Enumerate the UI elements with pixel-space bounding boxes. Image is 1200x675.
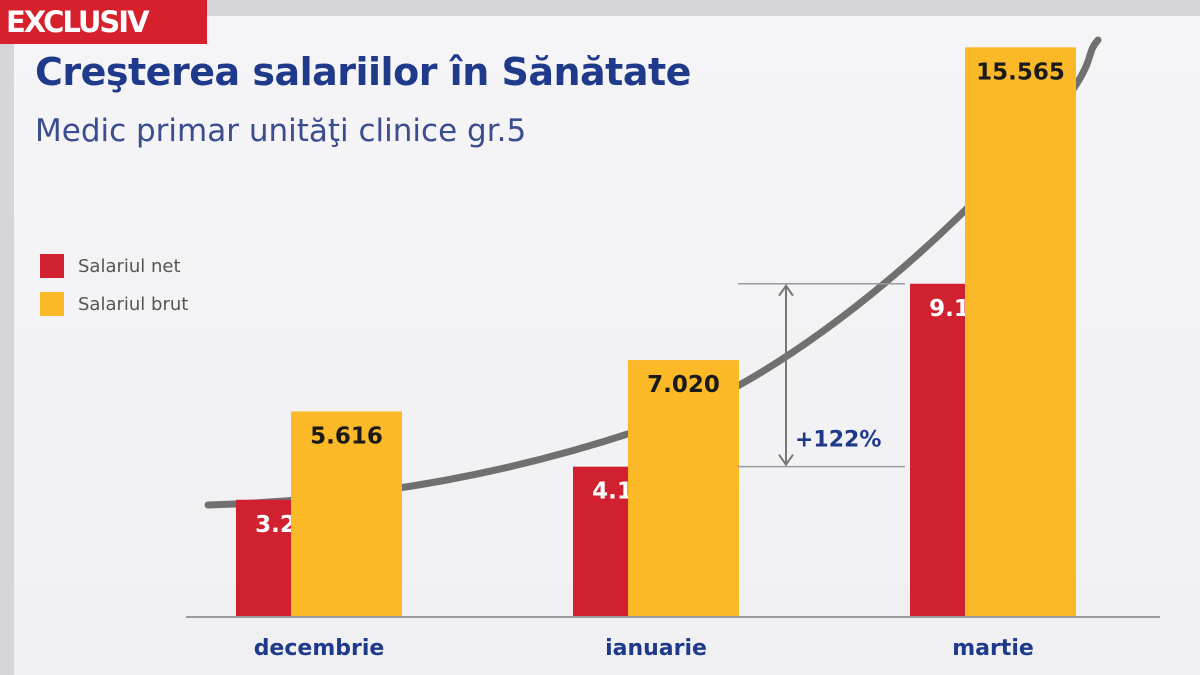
- value-label-brut-0: 5.616: [310, 423, 383, 449]
- legend-item-brut: Salariul brut: [40, 285, 188, 323]
- legend-item-net: Salariul net: [40, 247, 188, 285]
- legend-swatch-brut: [40, 292, 64, 316]
- annotation-label: +122%: [795, 428, 881, 453]
- category-label-1: ianuarie: [605, 636, 707, 661]
- bar-brut-1: [628, 360, 739, 617]
- category-label-2: martie: [952, 636, 1034, 661]
- bar-brut-0: [291, 411, 402, 617]
- category-label-0: decembrie: [254, 636, 385, 661]
- bar-brut-2: [965, 47, 1076, 618]
- legend: Salariul net Salariul brut: [40, 247, 188, 323]
- chart-subtitle: Medic primar unităţi clinice gr.5: [35, 113, 527, 149]
- value-label-brut-2: 15.565: [976, 59, 1065, 85]
- exclusive-badge: EXCLUSIV: [0, 0, 207, 44]
- legend-swatch-net: [40, 254, 64, 278]
- legend-label-net: Salariul net: [78, 255, 181, 277]
- annotation-arrow-down: [778, 454, 794, 467]
- chart-title: Creşterea salariilor în Sănătate: [35, 50, 691, 94]
- annotation-arrow-up: [778, 284, 794, 297]
- value-label-brut-1: 7.020: [647, 372, 720, 398]
- legend-label-brut: Salariul brut: [78, 293, 189, 315]
